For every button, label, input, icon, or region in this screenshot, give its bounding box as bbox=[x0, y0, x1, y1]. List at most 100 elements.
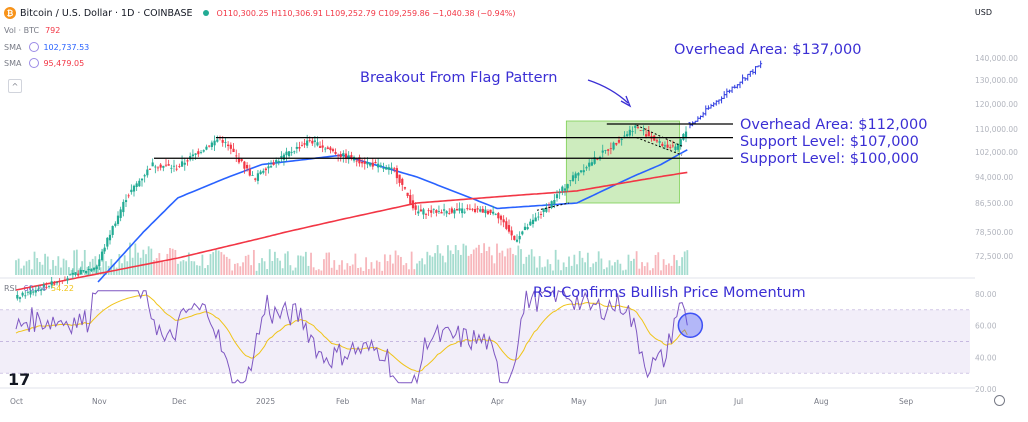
candle-body bbox=[358, 157, 361, 164]
volume-bar bbox=[557, 259, 560, 275]
volume-bar bbox=[472, 249, 475, 275]
candle-body bbox=[382, 168, 385, 169]
volume-bar bbox=[30, 269, 33, 275]
rsi-axis-tick: 80.00 bbox=[975, 290, 997, 299]
volume-bar bbox=[115, 267, 118, 275]
candle-body bbox=[593, 157, 596, 164]
candle-body bbox=[468, 208, 472, 210]
y-axis-tick: 130,000.00 bbox=[975, 76, 1018, 85]
rsi-header[interactable]: RSI 60.24 54.22 bbox=[4, 284, 74, 293]
candle-body bbox=[316, 142, 319, 146]
axes: 140,000.00 130,000.00 120,000.00 110,000.00… bbox=[10, 54, 1018, 406]
volume-bar bbox=[15, 260, 17, 275]
currency-label[interactable]: USD bbox=[974, 8, 992, 17]
candle-body bbox=[445, 211, 448, 214]
volume-bar bbox=[436, 245, 439, 275]
candle-body bbox=[363, 161, 366, 164]
chart-settings-icon[interactable] bbox=[994, 395, 1005, 406]
volume-bar bbox=[549, 264, 552, 275]
candle-body bbox=[285, 151, 288, 156]
volume-bar bbox=[649, 270, 652, 275]
settings-icon[interactable] bbox=[29, 42, 40, 52]
candle-body bbox=[221, 140, 224, 143]
volume-bar bbox=[678, 265, 681, 275]
volume-bar bbox=[512, 253, 514, 275]
volume-bar bbox=[62, 258, 65, 275]
volume-bar bbox=[299, 255, 302, 275]
x-axis-tick: Dec bbox=[172, 397, 187, 406]
candle-body bbox=[254, 178, 257, 180]
annotations: Overhead Area: $137,000 Breakout From Fla… bbox=[360, 42, 927, 301]
sma-slow-indicator[interactable]: SMA 95,479.05 bbox=[4, 58, 84, 68]
volume-bar bbox=[206, 265, 209, 275]
volume-bar bbox=[171, 248, 174, 275]
volume-bar bbox=[686, 250, 689, 275]
symbol-title[interactable]: Bitcoin / U.S. Dollar · 1D · COINBASE bbox=[20, 7, 193, 19]
volume-bar bbox=[351, 264, 354, 275]
candle-body bbox=[403, 187, 407, 189]
volume-bar bbox=[614, 262, 616, 275]
candle-body bbox=[277, 160, 280, 163]
candle-body bbox=[55, 282, 59, 284]
volume-bar bbox=[462, 243, 465, 275]
volume-bar bbox=[310, 252, 312, 275]
x-axis-tick: May bbox=[571, 397, 587, 406]
candle-body bbox=[293, 151, 296, 153]
volume-bar bbox=[584, 262, 587, 275]
volume-bar bbox=[242, 262, 244, 275]
candle-body bbox=[355, 160, 358, 162]
volume-bar bbox=[498, 252, 501, 275]
candle-body bbox=[262, 170, 265, 173]
candle-body bbox=[424, 213, 428, 215]
candle-body bbox=[116, 215, 120, 224]
candle-body bbox=[677, 144, 680, 150]
volume-bar bbox=[91, 258, 94, 275]
candle-body bbox=[647, 131, 650, 137]
volume-bar bbox=[75, 249, 78, 275]
volume-bar bbox=[86, 266, 89, 275]
volume-bar bbox=[83, 249, 86, 275]
volume-bar bbox=[335, 269, 338, 275]
y-axis-tick: 78,500.00 bbox=[975, 228, 1013, 237]
volume-bar bbox=[635, 251, 638, 275]
candle-body bbox=[466, 208, 469, 210]
candle-body bbox=[32, 291, 35, 293]
volume-bar bbox=[362, 270, 365, 275]
volume-indicator[interactable]: Vol · BTC 792 bbox=[4, 26, 60, 35]
x-axis-tick: Mar bbox=[411, 397, 426, 406]
candle-body bbox=[684, 131, 688, 138]
candle-body bbox=[29, 290, 32, 295]
candle-body bbox=[90, 268, 93, 272]
candle-body bbox=[300, 144, 304, 146]
candle-body bbox=[213, 140, 216, 146]
candle-body bbox=[579, 170, 583, 173]
candle-body bbox=[628, 129, 631, 136]
base-dotted-line bbox=[536, 202, 570, 211]
candle-body bbox=[202, 150, 205, 152]
support-107-label: Support Level: $107,000 bbox=[740, 134, 919, 150]
volume-bar bbox=[373, 268, 376, 275]
settings-icon[interactable] bbox=[29, 58, 40, 68]
candle-body bbox=[143, 175, 146, 177]
sma-fast-indicator[interactable]: SMA 102,737.53 bbox=[4, 42, 89, 52]
rsi-ma-line bbox=[15, 294, 688, 372]
candle-body bbox=[550, 201, 553, 208]
volume-bar bbox=[359, 267, 362, 275]
candle-body bbox=[37, 288, 40, 290]
volume-bar bbox=[294, 267, 297, 275]
candle-body bbox=[571, 175, 575, 181]
candle-body bbox=[369, 163, 372, 166]
volume-bar bbox=[60, 267, 62, 275]
candle-body bbox=[251, 175, 254, 176]
volume-bar bbox=[506, 248, 509, 275]
candle-body bbox=[617, 139, 621, 143]
volume-bar bbox=[586, 252, 589, 275]
candle-body bbox=[235, 155, 238, 157]
volume-bar bbox=[544, 266, 546, 275]
collapse-legend-icon[interactable]: ^ bbox=[8, 79, 22, 93]
candle-body bbox=[24, 295, 27, 297]
x-axis-tick: Feb bbox=[336, 397, 350, 406]
volume-bar bbox=[323, 259, 325, 275]
candle-body bbox=[473, 208, 477, 212]
